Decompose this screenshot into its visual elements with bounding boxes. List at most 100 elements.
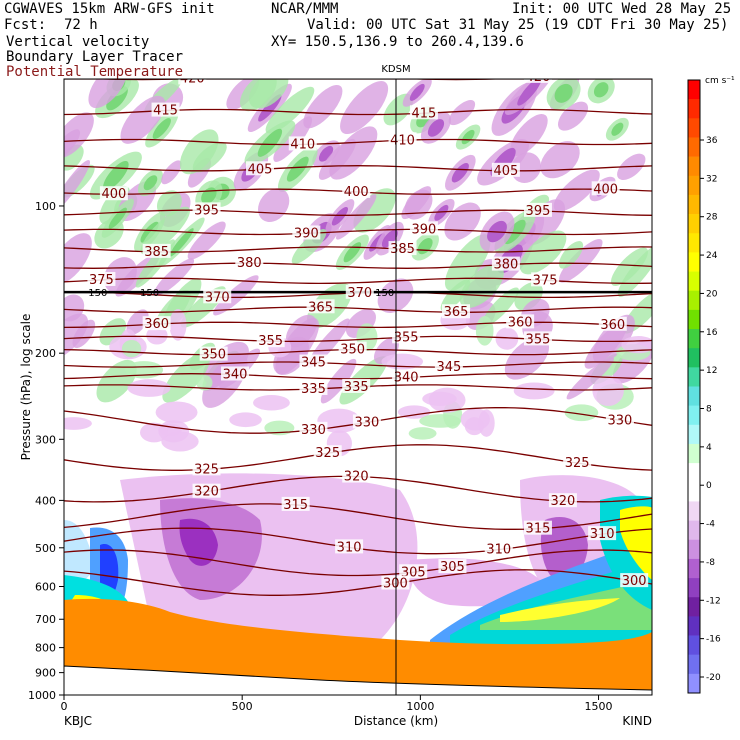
colorbar-swatch	[688, 443, 700, 464]
theta-label-bg	[256, 333, 285, 348]
theta-label: 315	[526, 522, 551, 537]
theta-contour	[64, 138, 652, 146]
colorbar-swatch	[688, 616, 700, 636]
theta-label: 405	[493, 164, 518, 179]
theta-contour	[64, 444, 652, 471]
wave-cell	[64, 417, 92, 430]
theta-label-bg	[203, 289, 232, 304]
theta-label: 325	[315, 446, 340, 461]
theta-label: 410	[290, 137, 315, 152]
theta-label: 345	[301, 356, 326, 371]
theta-label-bg	[591, 181, 620, 196]
colorbar-tick-label: -4	[706, 520, 715, 530]
x-tick-label: 0	[61, 700, 68, 713]
theta-label: 360	[144, 317, 169, 332]
colorbar-swatch	[688, 252, 700, 272]
wave-cell-core	[381, 229, 398, 248]
wave-cell-core	[593, 82, 609, 98]
theta-label-bg	[491, 256, 520, 271]
theta-contour	[64, 209, 652, 216]
theta-label-bg	[221, 366, 250, 381]
wave-cell	[64, 112, 94, 159]
colorbar-tick-label: 28	[706, 213, 718, 223]
theta-label: 350	[201, 348, 226, 363]
theta-label-bg	[178, 79, 207, 85]
theta-label: 335	[301, 382, 326, 397]
y-tick-label: 800	[35, 642, 56, 655]
theta-contour	[64, 306, 652, 313]
theta-label: 400	[593, 182, 618, 197]
theta-label-bg	[523, 520, 552, 535]
theta-label-bg	[342, 468, 371, 483]
terrain	[64, 665, 652, 695]
theta-label: 325	[565, 456, 590, 471]
theta-label-bg	[409, 221, 438, 236]
theta-contour	[64, 503, 652, 530]
colorbar-tick-label: 4	[706, 443, 712, 453]
colorbar-swatch	[688, 118, 700, 138]
field-vertical-velocity: Vertical velocity	[6, 34, 150, 50]
colorbar-swatch	[688, 520, 700, 541]
y-tick-label: 600	[35, 581, 56, 594]
theta-contour	[64, 373, 652, 380]
theta-label-bg	[299, 354, 328, 369]
colorbar-swatch	[688, 386, 700, 406]
wave-cell-core	[611, 122, 624, 136]
theta-label: 330	[608, 413, 633, 428]
wave-cell-core	[318, 145, 334, 162]
y-tick-label: 1000	[28, 689, 56, 702]
wave-cell	[440, 279, 471, 312]
theta-label-bg	[99, 186, 128, 201]
theta-label-bg	[335, 539, 364, 554]
wave-cell	[229, 412, 262, 428]
wave-cell-core	[461, 129, 475, 145]
theta-label: 370	[205, 290, 230, 305]
wave-cell-core	[517, 79, 542, 106]
theta-label-bg	[381, 575, 410, 590]
wave-cell	[558, 241, 584, 269]
theta-contour	[64, 262, 652, 269]
wave-cell	[140, 422, 169, 443]
y-tick-label: 100	[35, 200, 56, 213]
plot-field: 420 420 415 415 410 410 405 405 400 400 400 395 395 3…	[64, 79, 652, 695]
wave-cell	[179, 129, 219, 175]
theta-label: 360	[600, 318, 625, 333]
theta-label: 365	[308, 300, 333, 315]
theta-label: 395	[194, 203, 219, 218]
pressure-line-label: 150	[375, 288, 394, 299]
theta-contour	[64, 335, 652, 343]
wave-cell	[249, 79, 289, 109]
theta-label-bg	[199, 346, 228, 361]
wave-cell	[353, 188, 396, 233]
wave-cell	[155, 401, 198, 424]
theta-contour	[64, 569, 652, 596]
colorbar-tick-label: 32	[706, 174, 717, 184]
colorbar-swatch	[688, 233, 700, 253]
theta-label: 410	[390, 133, 415, 148]
wave-cell-core	[257, 128, 283, 157]
theta-label: 400	[101, 187, 126, 202]
wave-cell	[187, 221, 226, 260]
colorbar-swatch	[688, 405, 700, 426]
wave-cell-core	[331, 206, 349, 226]
theta-label: 315	[283, 498, 308, 513]
wave-cell	[64, 160, 91, 213]
init-time: Init: 00 UTC Wed 28 May 25	[512, 1, 732, 17]
wave-cell	[553, 169, 600, 212]
theta-label: 300	[622, 574, 647, 589]
theta-label: 390	[294, 226, 319, 241]
colorbar-swatch	[688, 654, 700, 675]
theta-label: 390	[412, 222, 437, 237]
theta-label: 340	[223, 367, 248, 382]
wave-cell	[566, 357, 614, 400]
right-station-label: KIND	[622, 714, 652, 728]
theta-contour	[64, 228, 652, 236]
colorbar-tick-label: 36	[706, 136, 718, 146]
theta-label: 320	[550, 494, 575, 509]
pressure-line-label: 150	[88, 288, 107, 299]
colorbar-swatch	[688, 194, 700, 215]
theta-label-bg	[142, 316, 171, 331]
colorbar-swatch	[688, 329, 700, 349]
theta-label: 340	[394, 371, 419, 386]
